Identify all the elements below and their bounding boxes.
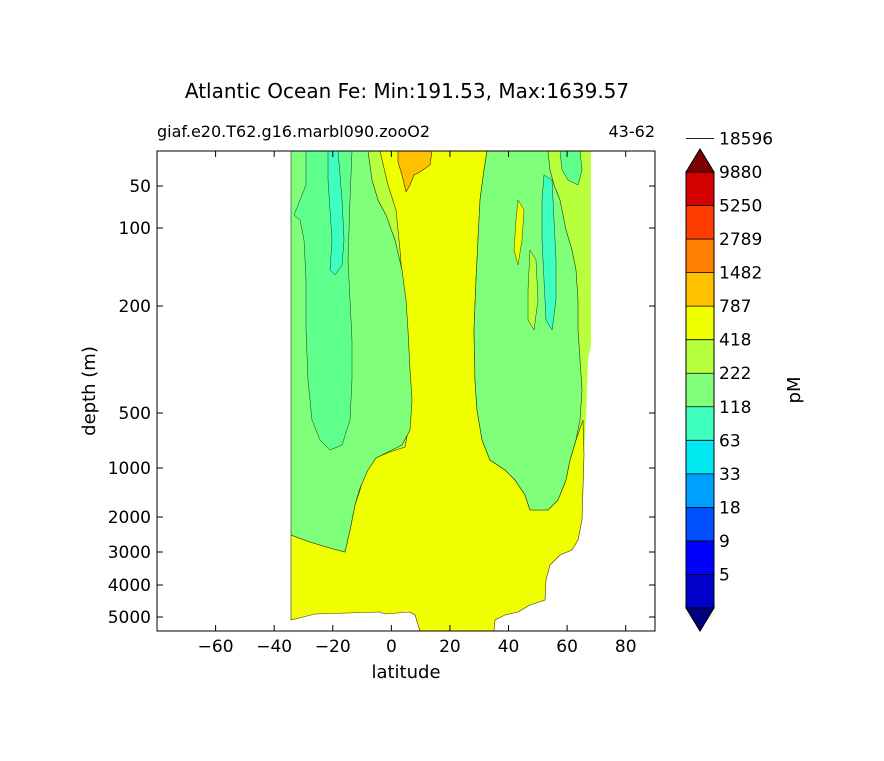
y-tick-label: 3000 bbox=[108, 543, 151, 563]
colorbar-label: pM bbox=[784, 377, 805, 404]
colorbar-band bbox=[686, 306, 714, 340]
x-tick-label: −20 bbox=[315, 637, 351, 657]
x-axis: −60 −40 −20 0 20 40 60 80 bbox=[198, 151, 637, 657]
colorbar-tick-label: 9 bbox=[719, 532, 730, 552]
contour-fill-2789-5250 bbox=[397, 150, 433, 193]
chart-subtitle-left: giaf.e20.T62.g16.marbl090.zooO2 bbox=[157, 122, 430, 141]
y-tick-label: 500 bbox=[119, 404, 151, 424]
colorbar: 5 9 18 33 63 118 222 418 787 1482 2789 5250 9880 1859… bbox=[685, 129, 773, 632]
colorbar-extend-low bbox=[685, 607, 715, 632]
colorbar-tick-label: 5 bbox=[719, 565, 730, 585]
y-tick-label: 200 bbox=[119, 297, 151, 317]
colorbar-tick-label: 2789 bbox=[719, 230, 762, 250]
x-tick-label: −60 bbox=[198, 637, 234, 657]
y-axis-label: depth (m) bbox=[79, 346, 100, 436]
colorbar-tick-label: 63 bbox=[719, 431, 741, 451]
colorbar-band bbox=[686, 540, 714, 575]
colorbar-tick-label: 118 bbox=[719, 398, 751, 418]
colorbar-band bbox=[686, 507, 714, 541]
y-tick-label: 1000 bbox=[108, 459, 151, 479]
y-tick-label: 4000 bbox=[108, 576, 151, 596]
x-axis-label: latitude bbox=[371, 662, 440, 683]
colorbar-band bbox=[686, 339, 714, 374]
colorbar-tick-label: 33 bbox=[719, 465, 741, 485]
contour-fill-1482-north-streak bbox=[513, 199, 525, 266]
contour-fill-222-418-north-b bbox=[541, 174, 557, 331]
contour-fill-118-222-south bbox=[327, 150, 345, 276]
colorbar-tick-label: 5250 bbox=[719, 197, 762, 217]
plot-area bbox=[156, 150, 656, 632]
colorbar-band bbox=[686, 440, 714, 474]
colorbar-tick-label: 1482 bbox=[719, 264, 762, 284]
x-tick-label: 80 bbox=[615, 637, 637, 657]
colorbar-tick-label: 9880 bbox=[719, 163, 762, 183]
colorbar-band bbox=[686, 205, 714, 240]
x-tick-label: 40 bbox=[498, 637, 520, 657]
chart-subtitle-right: 43-62 bbox=[609, 122, 656, 141]
colorbar-tick-label: 18596 bbox=[719, 129, 773, 149]
y-tick-label: 100 bbox=[119, 219, 151, 239]
colorbar-band bbox=[686, 272, 714, 307]
x-tick-label: 20 bbox=[439, 637, 461, 657]
colorbar-band bbox=[686, 239, 714, 273]
plot-frame bbox=[156, 150, 656, 632]
y-axis: 50 100 200 500 1000 2000 3000 4000 5000 bbox=[108, 177, 655, 628]
colorbar-extend-high bbox=[685, 148, 715, 173]
colorbar-tick-label: 222 bbox=[719, 364, 751, 384]
x-tick-label: 60 bbox=[556, 637, 578, 657]
x-tick-label: −40 bbox=[256, 637, 292, 657]
colorbar-band bbox=[686, 574, 714, 608]
chart-title: Atlantic Ocean Fe: Min:191.53, Max:1639.… bbox=[185, 79, 629, 103]
colorbar-tick-label: 418 bbox=[719, 331, 751, 351]
colorbar-tick-label: 787 bbox=[719, 297, 751, 317]
colorbar-band bbox=[686, 473, 714, 508]
colorbar-band bbox=[686, 373, 714, 407]
y-tick-label: 50 bbox=[129, 177, 151, 197]
y-tick-label: 2000 bbox=[108, 508, 151, 528]
colorbar-tick-label: 18 bbox=[719, 498, 741, 518]
colorbar-band bbox=[686, 172, 714, 206]
y-tick-label: 5000 bbox=[108, 608, 151, 628]
x-tick-label: 0 bbox=[386, 637, 397, 657]
colorbar-band bbox=[686, 406, 714, 441]
contour-fill-787-north-streak bbox=[527, 249, 539, 331]
